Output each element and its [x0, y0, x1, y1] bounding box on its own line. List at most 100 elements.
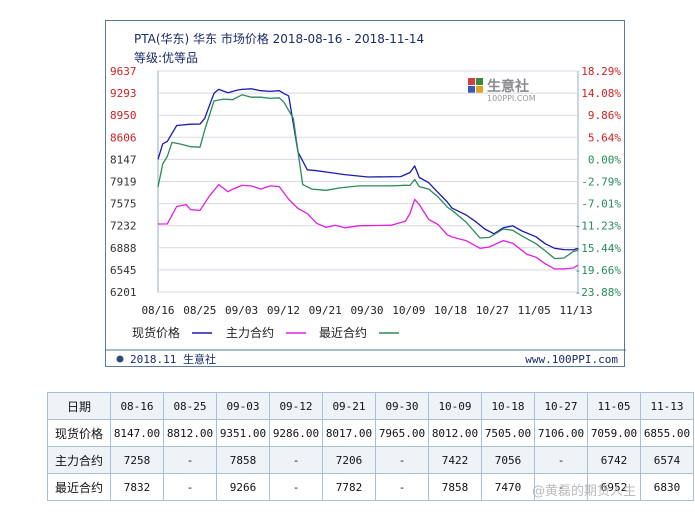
table-header-date: 09-12: [269, 392, 323, 420]
x-tick-label: 10/18: [434, 304, 467, 317]
y-left-tick-label: 9637: [110, 65, 137, 78]
table-cell: -: [534, 446, 588, 474]
table-cell: 7832: [110, 473, 164, 501]
y-left-tick-label: 8147: [110, 153, 137, 166]
x-tick-label: 10/09: [392, 304, 425, 317]
table-cell: 9286.00: [269, 419, 323, 447]
table-cell: -: [269, 446, 323, 474]
table-row: 主力合约 7258-7858-7206-7422 7056-6742 6574: [47, 446, 694, 474]
table-header-date: 10-18: [481, 392, 535, 420]
footer-right: www.100PPI.com: [525, 353, 618, 366]
table-header-date: 09-03: [216, 392, 270, 420]
legend-label: 最近合约: [319, 325, 367, 340]
y-left-tick-label: 7919: [110, 176, 137, 189]
table-cell: 6952: [587, 473, 641, 501]
y-right-tick-label: -7.01%: [581, 198, 621, 211]
y-right-tick-label: 9.86%: [588, 109, 621, 122]
series-line-1: [157, 88, 579, 251]
table-cell: 7965.00: [375, 419, 429, 447]
table-cell: 8147.00: [110, 419, 164, 447]
table-header-date: 09-21: [322, 392, 376, 420]
y-left-tick-label: 8950: [110, 109, 137, 122]
grid: [157, 70, 579, 293]
x-tick-label: 11/13: [559, 304, 592, 317]
series-line-3: [157, 94, 579, 260]
table-cell: 7422: [428, 446, 482, 474]
table-cell: 7858: [216, 446, 270, 474]
y-left-tick-label: 6545: [110, 264, 137, 277]
bottom-watermark: @黄磊的期货人生: [532, 484, 637, 499]
table-cell: 9351.00: [216, 419, 270, 447]
table-cell: 7059.00: [587, 419, 641, 447]
table-cell: 8017.00: [322, 419, 376, 447]
y-left-tick-label: 7232: [110, 220, 137, 233]
table-header-date: 09-30: [375, 392, 429, 420]
table-row: 最近合约 7832-9266-7782-7858 7470-6952 6830: [47, 473, 694, 501]
y-right-tick-label: -23.88%: [575, 286, 622, 299]
table-row-label: 现货价格: [47, 419, 111, 447]
x-tick-label: 11/05: [518, 304, 551, 317]
table-cell: 7056: [481, 446, 535, 474]
table-header-label: 日期: [47, 392, 111, 420]
chart-svg: PTA(华东) 华东 市场价格 2018-08-16 - 2018-11-14 …: [106, 31, 626, 366]
watermark-url: 100PPI.COM: [487, 94, 536, 103]
y-right-tick-label: 14.08%: [581, 87, 621, 100]
watermark-name: 生意社: [487, 78, 529, 95]
table-cell: 7106.00: [534, 419, 588, 447]
y-right-tick-label: 5.64%: [588, 131, 621, 144]
y-left-tick-label: 6201: [110, 286, 137, 299]
table-cell: -: [163, 446, 217, 474]
y-right-tick-label: -2.79%: [581, 176, 621, 189]
table-cell: 7206: [322, 446, 376, 474]
table-header-date: 10-09: [428, 392, 482, 420]
footer-left: 2018.11 生意社: [130, 352, 216, 366]
table-row: 现货价格 8147.00 8812.00 9351.00 9286.00 8017.00 7…: [47, 419, 694, 447]
y-axis-ticks: 9637 18.29% 9293 14.08% 8950 9.86% 8606 5.64% 81…: [110, 65, 621, 299]
table-row-label: 主力合约: [47, 446, 111, 474]
table-header-date: 11-13: [640, 392, 694, 420]
footer: 2018.11 生意社 www.100PPI.com: [116, 352, 618, 366]
series-lines: [157, 88, 579, 270]
table-cell: -: [534, 473, 588, 501]
table-cell: -: [269, 473, 323, 501]
table-cell: 7470: [481, 473, 535, 501]
legend: 现货价格 主力合约 最近合约: [132, 325, 399, 340]
table-cell: 6742: [587, 446, 641, 474]
table-cell: -: [375, 446, 429, 474]
chart-subtitle: 等级:优等品: [134, 51, 198, 65]
y-left-tick-label: 6888: [110, 242, 137, 255]
x-tick-label: 09/30: [350, 304, 383, 317]
x-axis-ticks: 08/16 08/25 09/03 09/12 09/21 09/30 10/09 10/18…: [141, 304, 592, 317]
table-cell: 7258: [110, 446, 164, 474]
x-tick-label: 09/21: [309, 304, 342, 317]
series-line-2: [157, 183, 579, 270]
table-row-label: 最近合约: [47, 473, 111, 501]
table-cell: -: [163, 473, 217, 501]
table-cell: 7858: [428, 473, 482, 501]
legend-label: 主力合约: [226, 325, 274, 340]
y-left-tick-label: 9293: [110, 87, 137, 100]
table-cell: 7505.00: [481, 419, 535, 447]
table-cell: -: [375, 473, 429, 501]
watermark-logo: 生意社 100PPI.COM: [468, 78, 536, 103]
x-tick-label: 08/16: [141, 304, 174, 317]
table-cell: 8812.00: [163, 419, 217, 447]
y-left-tick-label: 8606: [110, 131, 137, 144]
x-tick-label: 09/03: [225, 304, 258, 317]
y-right-tick-label: 18.29%: [581, 65, 621, 78]
x-tick-label: 09/12: [267, 304, 300, 317]
table-header-date: 08-25: [163, 392, 217, 420]
table-cell: 6574: [640, 446, 694, 474]
y-right-tick-label: -19.66%: [575, 264, 622, 277]
table-header-date: 11-05: [587, 392, 641, 420]
y-right-tick-label: -15.44%: [575, 242, 622, 255]
y-right-tick-label: -11.23%: [575, 220, 622, 233]
table-cell: 9266: [216, 473, 270, 501]
table-header-date: 10-27: [534, 392, 588, 420]
table-header-date: 08-16: [110, 392, 164, 420]
table-cell: 6830: [640, 473, 694, 501]
table-cell: 8012.00: [428, 419, 482, 447]
chart-title: PTA(华东) 华东 市场价格 2018-08-16 - 2018-11-14: [134, 31, 424, 46]
data-table: 日期 08-16 08-25 09-03 09-12 09-21 09-30 10-09 10-…: [47, 392, 694, 501]
chart-frame: PTA(华东) 华东 市场价格 2018-08-16 - 2018-11-14 …: [105, 20, 626, 367]
